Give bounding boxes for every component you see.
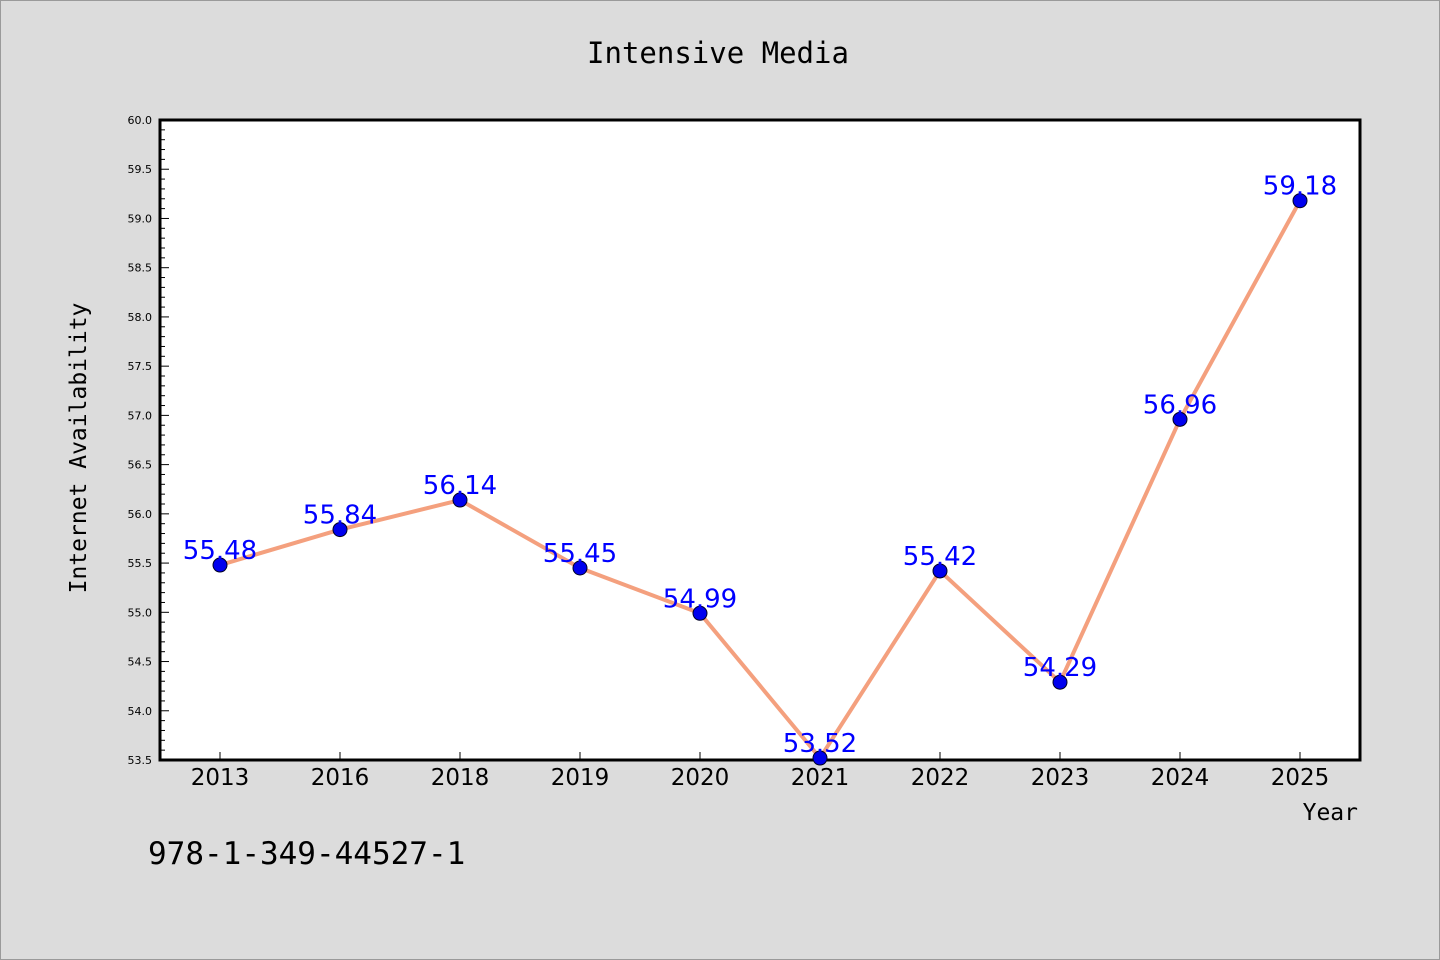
data-point <box>572 560 588 576</box>
x-tick-label: 2019 <box>551 765 610 791</box>
plot-area <box>158 118 1362 762</box>
y-tick-label: 56.0 <box>128 508 153 521</box>
series-line <box>219 199 1302 761</box>
y-tick-label: 59.5 <box>128 163 153 176</box>
x-tick-label: 2013 <box>191 765 250 791</box>
series-polyline <box>219 199 1302 761</box>
y-tick-label: 56.5 <box>128 459 153 472</box>
x-axis-label: Year <box>1303 800 1358 826</box>
y-tick-label: 57.5 <box>128 360 153 373</box>
data-point <box>692 605 708 621</box>
data-point <box>452 492 468 508</box>
data-label: 55.42 <box>903 542 977 572</box>
data-label: 54.99 <box>663 584 737 614</box>
y-tick-label: 58.0 <box>128 311 153 324</box>
y-tick-label: 55.5 <box>128 557 153 570</box>
data-point <box>812 750 828 766</box>
y-tick-label: 59.0 <box>128 212 153 225</box>
data-point <box>332 522 348 538</box>
data-point <box>1292 193 1308 209</box>
x-tick-label: 2020 <box>671 765 730 791</box>
y-axis: 53.5 54.0 54.5 55.0 55.5 56.0 56.5 57.0 57.5 58.0… <box>128 114 169 767</box>
x-tick-label: 2025 <box>1271 765 1330 791</box>
x-tick-label: 2016 <box>311 765 370 791</box>
data-label: 55.45 <box>543 539 617 569</box>
chart-title: Intensive Media <box>587 36 849 70</box>
data-markers <box>212 193 1308 766</box>
y-tick-label: 58.5 <box>128 262 153 275</box>
y-tick-label: 57.0 <box>128 409 153 422</box>
data-labels: 55.48 55.84 56.14 55.45 54.99 53.52 55.42 54.29… <box>183 172 1337 759</box>
data-label: 56.96 <box>1143 390 1217 420</box>
y-tick-label: 60.0 <box>128 114 153 127</box>
data-point <box>932 563 948 579</box>
data-point <box>1172 411 1188 427</box>
data-label: 55.84 <box>303 501 377 531</box>
data-point <box>1052 674 1068 690</box>
x-tick-label: 2018 <box>431 765 490 791</box>
data-label: 53.52 <box>783 729 857 759</box>
y-tick-label: 53.5 <box>128 754 153 767</box>
x-axis: 2013 2016 2018 2019 2020 2021 2022 2023 2024 2025 <box>191 752 1330 791</box>
y-tick-label: 55.0 <box>128 606 153 619</box>
x-tick-label: 2024 <box>1151 765 1210 791</box>
y-tick-label: 54.0 <box>128 705 153 718</box>
data-label: 55.48 <box>183 536 257 566</box>
y-axis-label: Internet Availability <box>66 303 92 594</box>
x-tick-label: 2023 <box>1031 765 1090 791</box>
data-label: 59.18 <box>1263 172 1337 202</box>
x-tick-label: 2021 <box>791 765 850 791</box>
identifier-text: 978-1-349-44527-1 <box>148 836 465 872</box>
data-label: 56.14 <box>423 471 497 501</box>
data-label: 54.29 <box>1023 653 1097 683</box>
x-tick-label: 2022 <box>911 765 970 791</box>
data-point <box>212 557 228 573</box>
y-tick-label: 54.5 <box>128 656 153 669</box>
